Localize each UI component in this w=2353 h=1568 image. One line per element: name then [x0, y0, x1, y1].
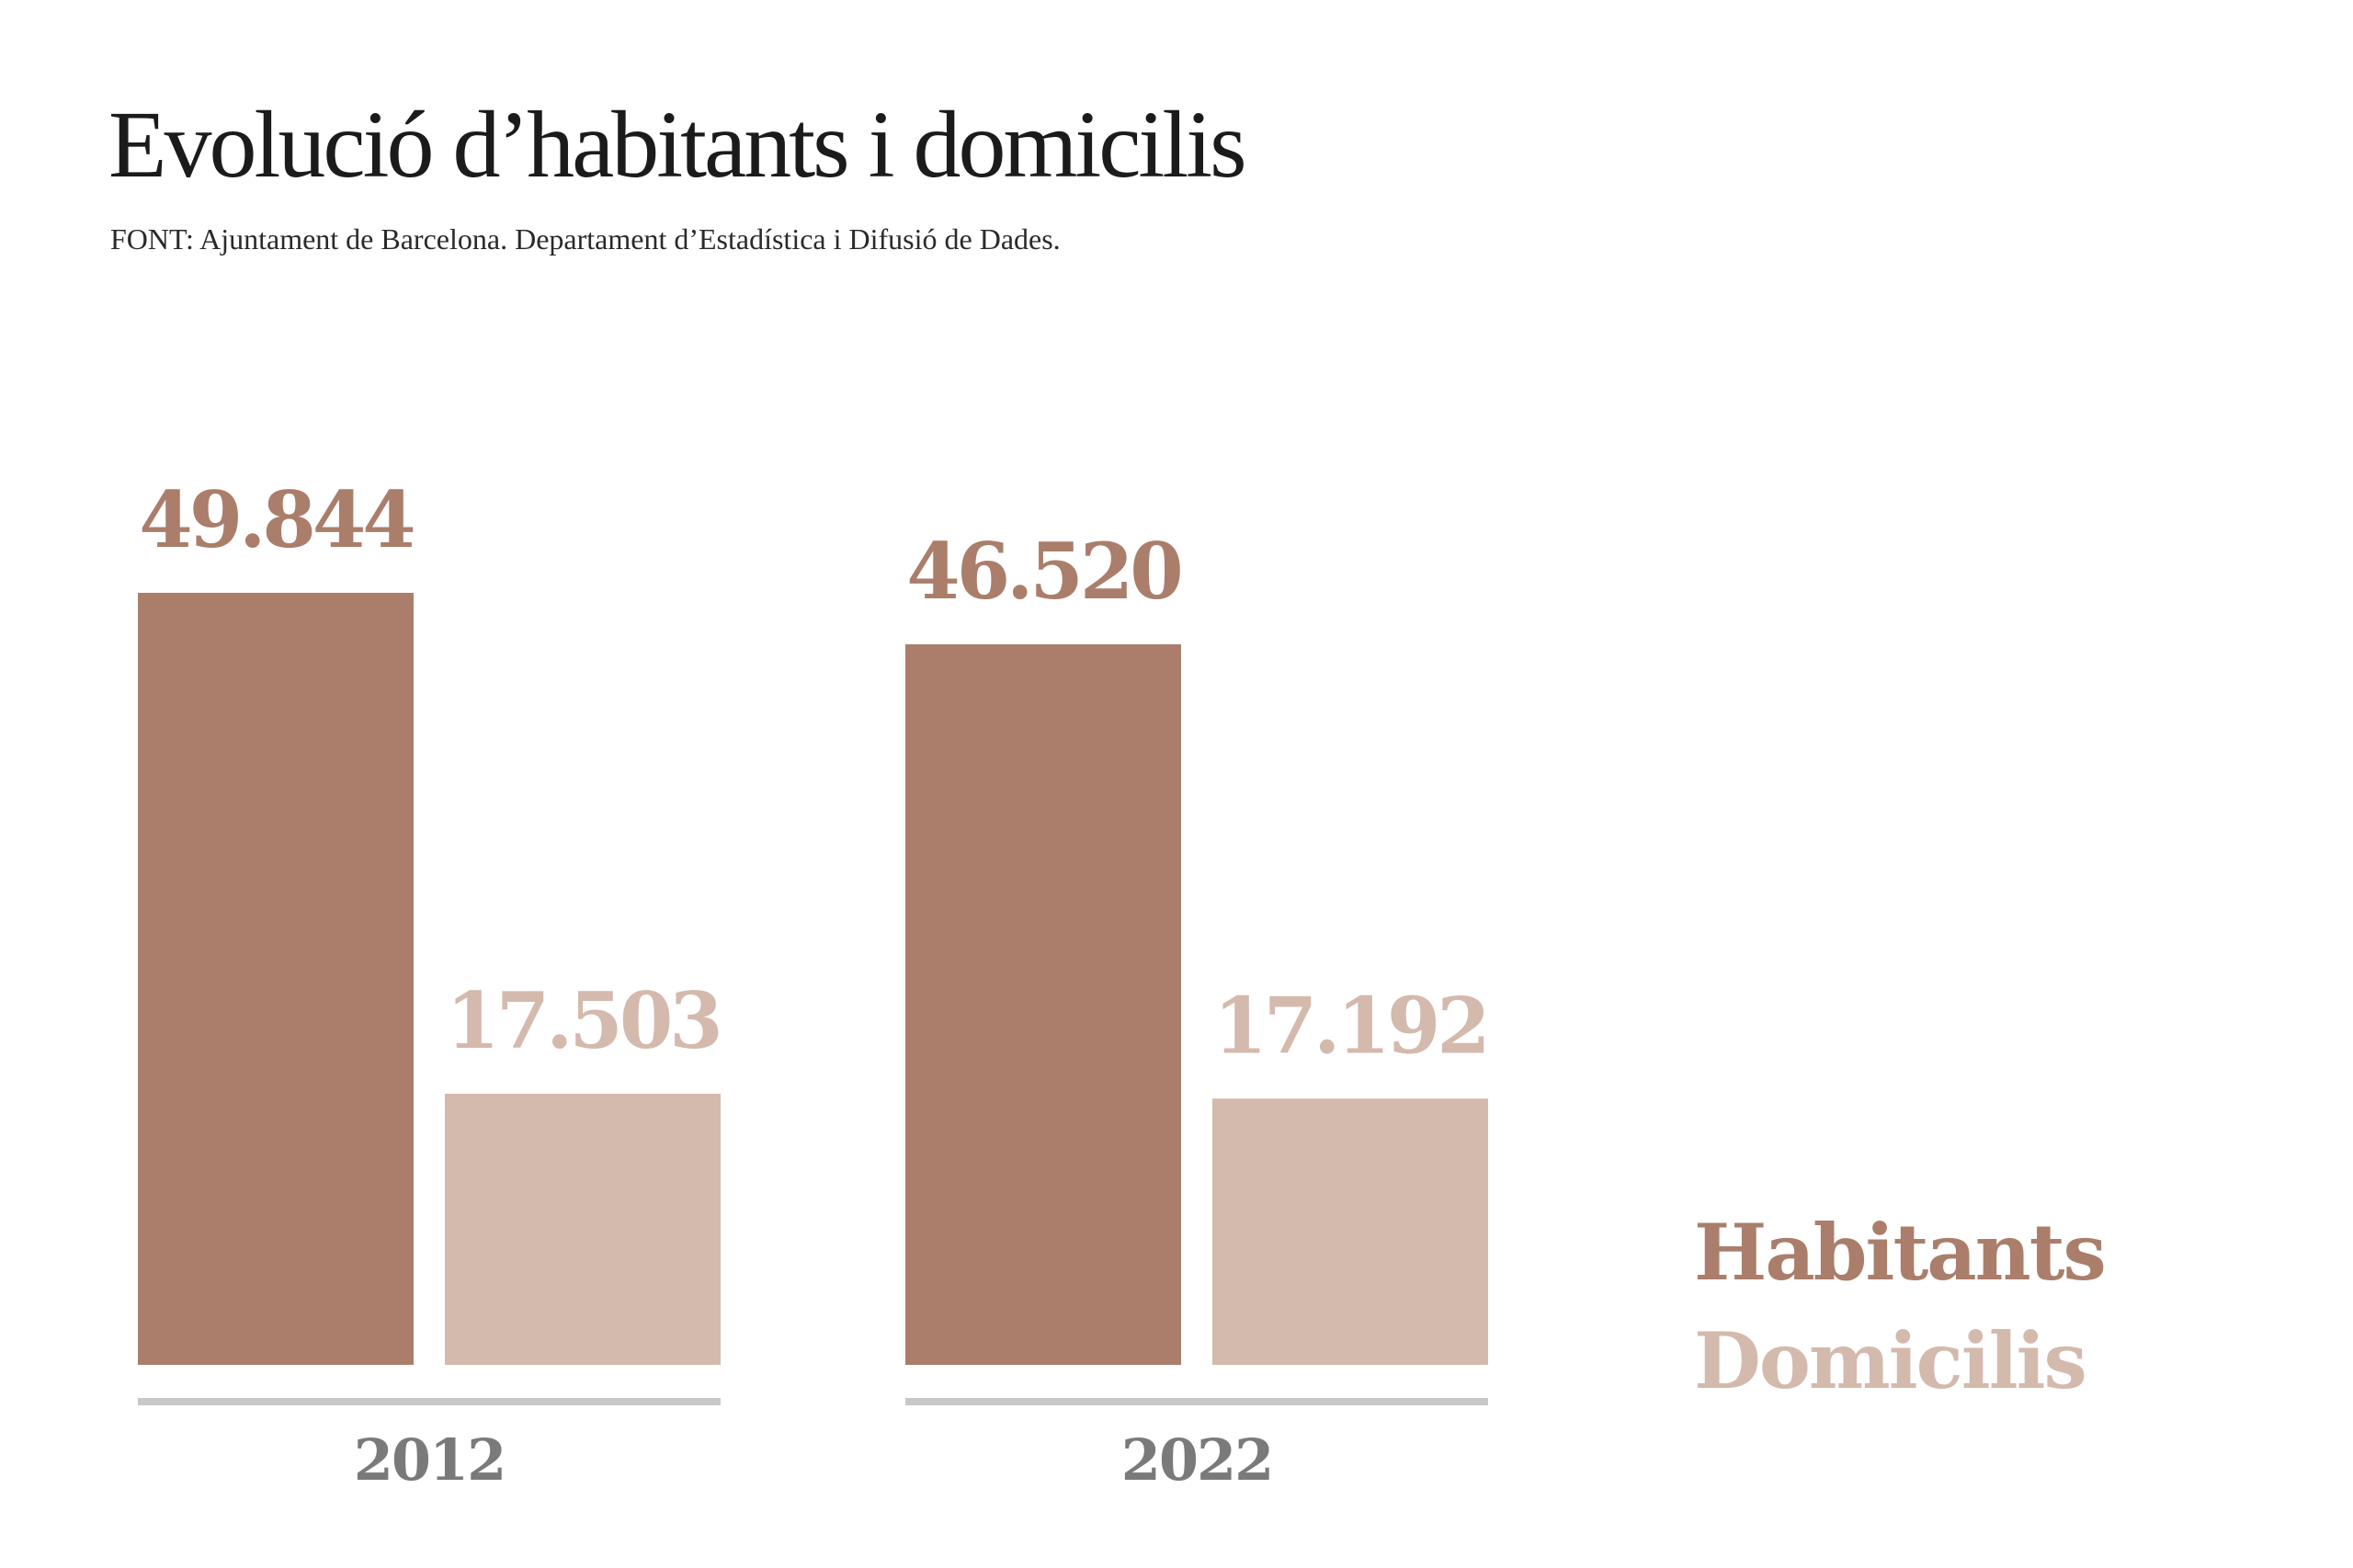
chart-title: Evolució d’habitants i domicilis [108, 92, 1247, 198]
bar-domicilis-2012 [445, 1094, 721, 1365]
category-baseline-2012 [138, 1398, 721, 1405]
data-label-domicilis-2012: 17.503 [446, 975, 719, 1066]
bar-domicilis-2022 [1212, 1098, 1488, 1365]
bar-habitants-2012 [138, 593, 414, 1365]
data-label-domicilis-2022: 17.192 [1213, 980, 1486, 1071]
x-tick-label: 2012 [354, 1426, 506, 1494]
category-baseline-2022 [905, 1398, 1488, 1405]
x-tick-label: 2022 [1121, 1426, 1273, 1494]
data-label-habitants-2012: 49.844 [139, 474, 413, 565]
data-label-habitants-2022: 46.520 [906, 526, 1180, 617]
chart-source: FONT: Ajuntament de Barcelona. Departame… [110, 222, 1061, 256]
legend-item-domicilis: Domicilis [1694, 1315, 2086, 1406]
legend-item-habitants: Habitants [1694, 1207, 2105, 1298]
bar-habitants-2022 [905, 644, 1181, 1365]
